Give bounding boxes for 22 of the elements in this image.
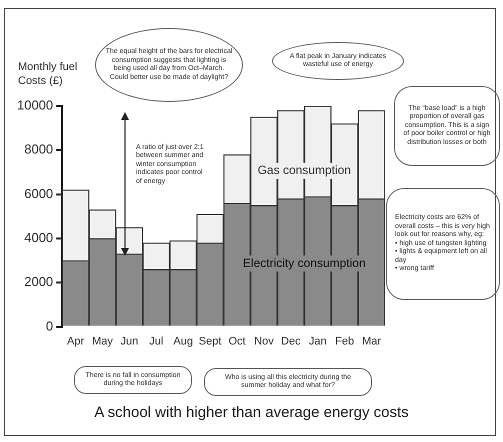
y-tick-label: 10000 bbox=[16, 98, 54, 113]
x-tick-label: Feb bbox=[335, 335, 354, 348]
x-tick-label: Oct bbox=[228, 335, 246, 348]
x-tick-label: Jan bbox=[308, 335, 327, 348]
x-tick-label: Nov bbox=[254, 335, 274, 348]
x-tick-label: Aug bbox=[173, 335, 194, 348]
x-tick-label: Dec bbox=[281, 335, 302, 348]
x-tick-label: Mar bbox=[362, 335, 382, 348]
y-tick-label: 4000 bbox=[24, 230, 54, 246]
y-tick-label: 0 bbox=[46, 318, 54, 334]
series-label: Gas consumption bbox=[258, 163, 351, 178]
text: A school with higher than average energy costs bbox=[93, 404, 410, 421]
x-tick-label: Jun bbox=[120, 335, 138, 348]
x-tick-label: Apr bbox=[67, 335, 84, 348]
y-axis-title: Monthly fuel Costs (£) bbox=[18, 60, 78, 88]
y-tick-label: 2000 bbox=[24, 274, 54, 290]
x-tick-label: May bbox=[92, 335, 114, 348]
x-tick-label: Sept bbox=[198, 335, 222, 348]
series-label: Electricity consumption bbox=[242, 256, 366, 270]
x-tick-label: Jul bbox=[149, 335, 164, 348]
y-tick-label: 8000 bbox=[24, 142, 54, 157]
y-tick-label: 6000 bbox=[24, 186, 54, 201]
